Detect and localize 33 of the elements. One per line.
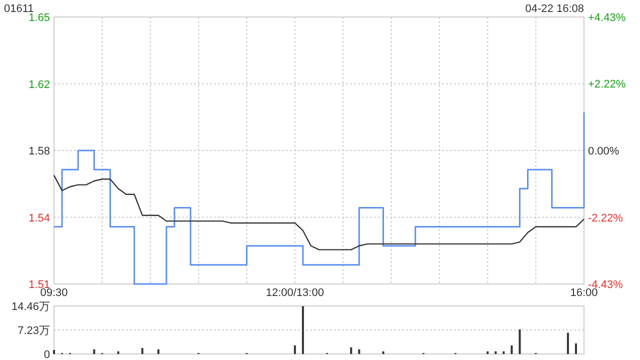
bar [294, 345, 296, 354]
bar [518, 329, 521, 354]
y-tick-label: 1.62 [28, 78, 50, 91]
x-tick-label: 16:00 [570, 287, 598, 299]
bar [141, 348, 144, 354]
bar [117, 351, 120, 354]
x-tick-label: 12:00/13:00 [266, 287, 324, 299]
y-tick-label: 1.65 [28, 12, 50, 24]
bar [382, 351, 384, 354]
x-tick-label: 09:30 [40, 287, 68, 299]
bar [494, 351, 497, 354]
chart-subtitle: 04-22 16:08 [525, 3, 584, 15]
line-series [53, 174, 585, 250]
bar [502, 351, 505, 354]
bar [302, 306, 304, 354]
y2-tick-label: 0.00% [588, 146, 620, 158]
y2-tick-label: -2.22% [588, 212, 624, 224]
y2-tick-label: +4.43% [588, 12, 626, 24]
y-tick-label: 14.46万 [11, 301, 50, 313]
y-tick-label: 1.58 [28, 146, 50, 158]
y-tick-label: 1.54 [28, 212, 50, 224]
bar [350, 347, 352, 354]
bar [53, 350, 55, 354]
bar [157, 349, 160, 354]
bar [510, 345, 513, 354]
y-tick-label: 0 [44, 349, 50, 360]
bar [566, 332, 569, 354]
bar [574, 343, 577, 354]
bar [486, 351, 489, 354]
bar [93, 349, 96, 354]
y2-tick-label: +2.22% [588, 78, 626, 91]
y-tick-label: 7.23万 [18, 325, 50, 337]
bar [358, 349, 360, 354]
